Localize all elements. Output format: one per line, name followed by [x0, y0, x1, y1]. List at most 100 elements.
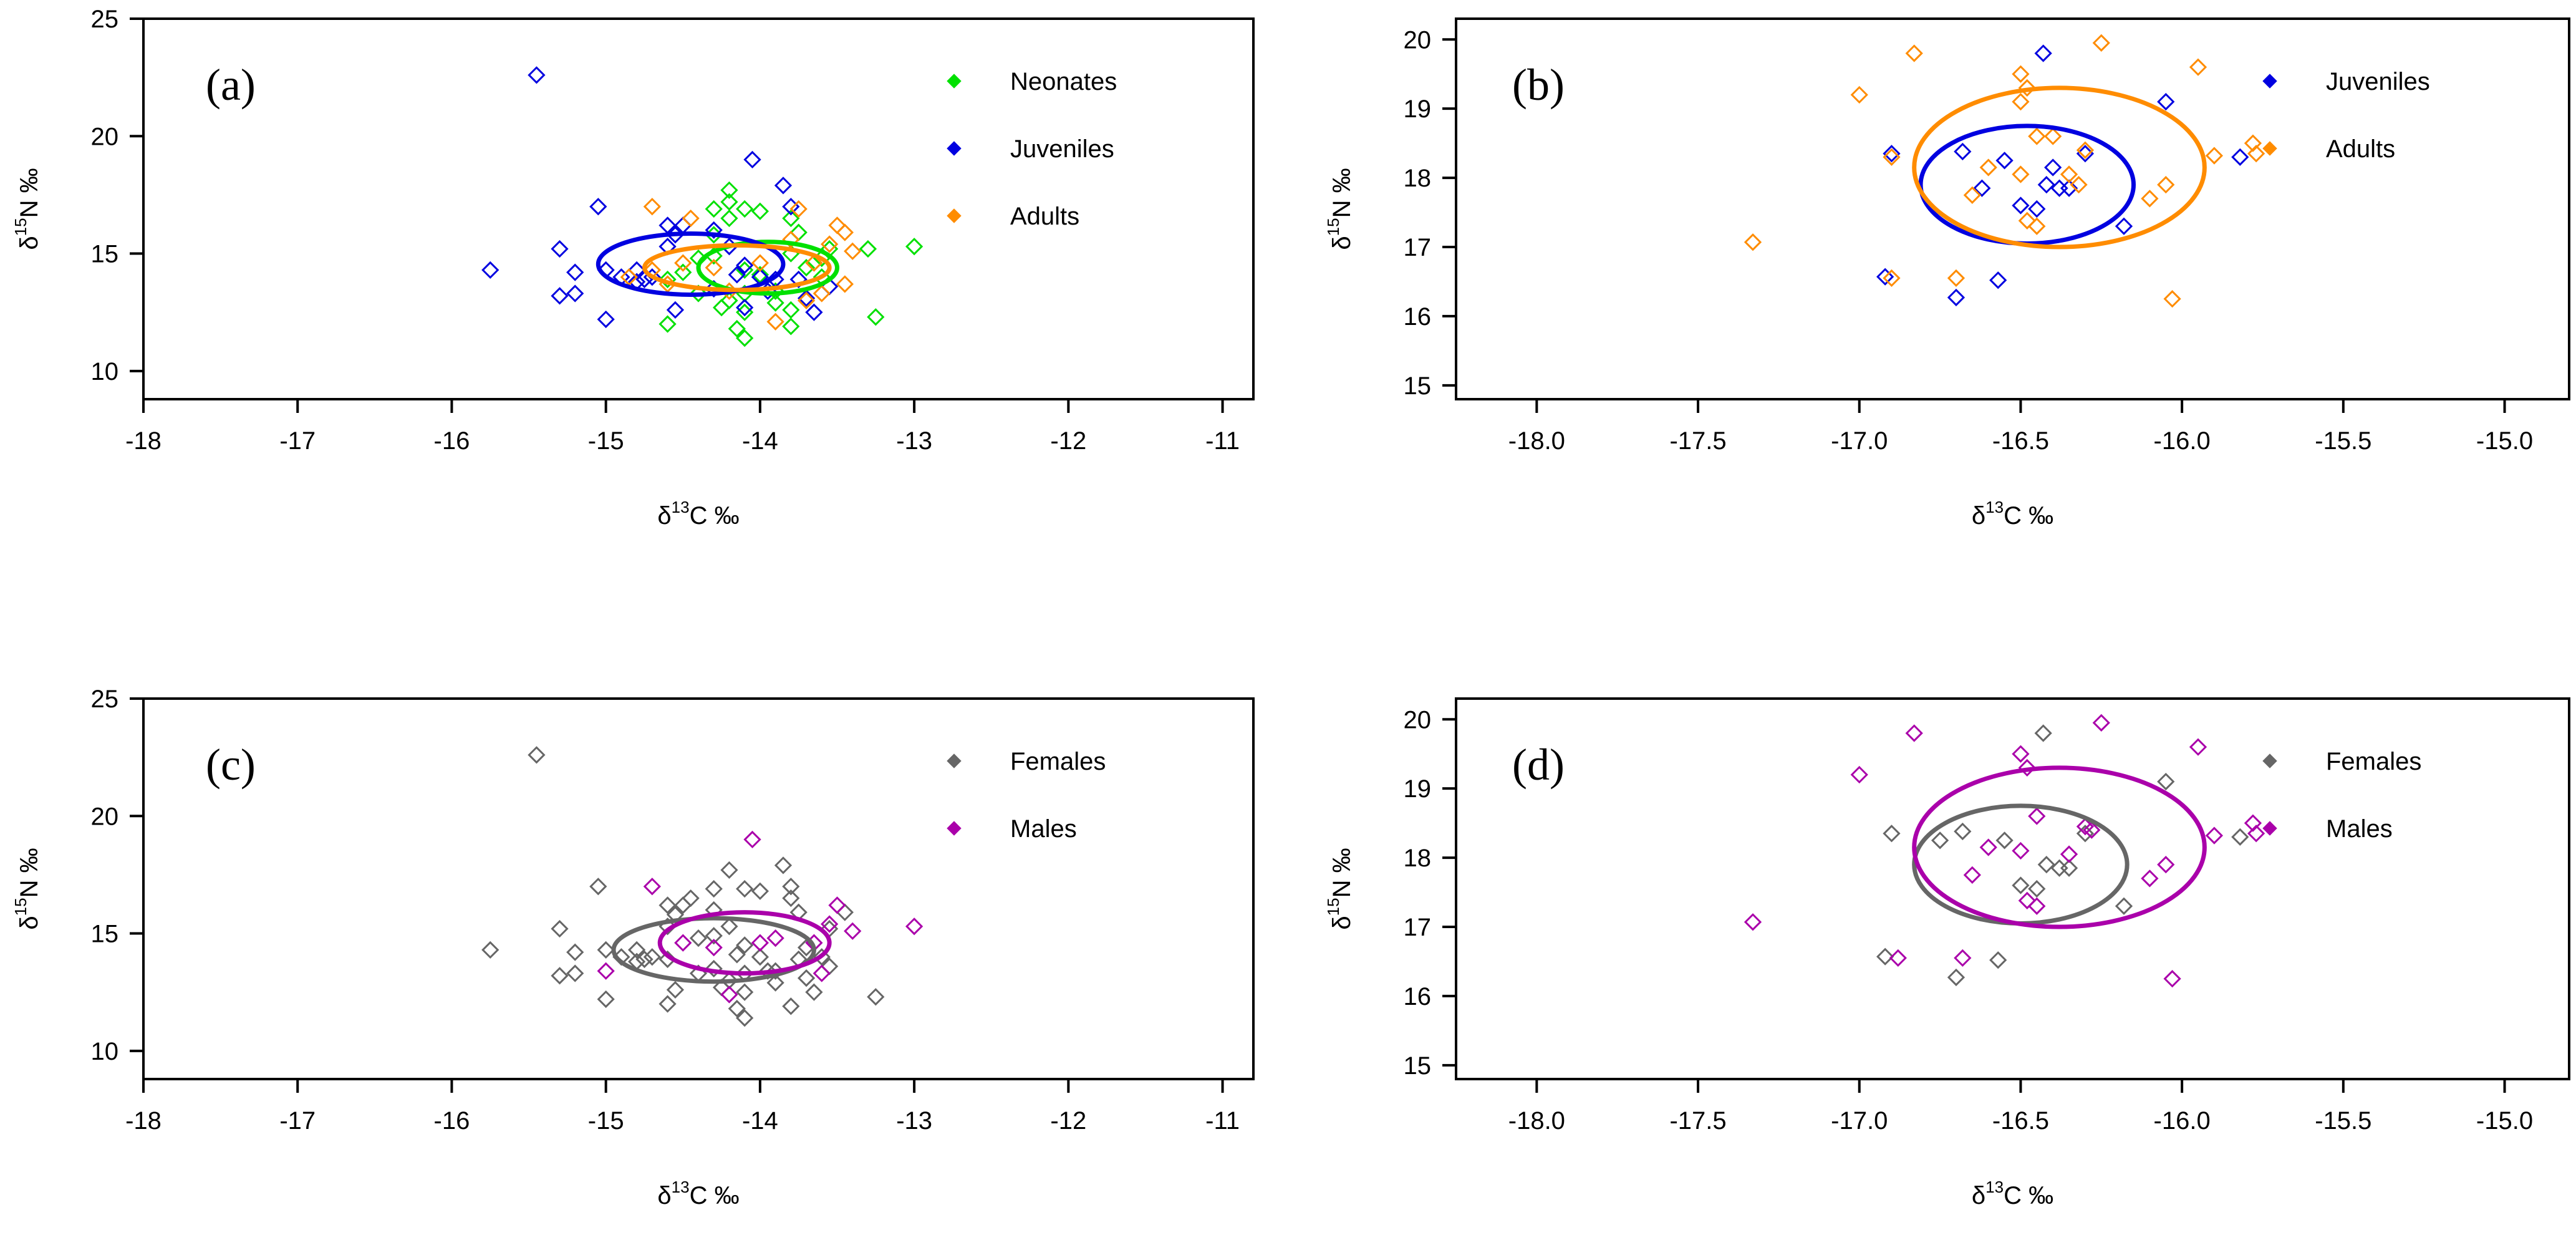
panel-c-point-males: [643, 878, 661, 896]
panel-a-point-neonates: [658, 270, 677, 289]
panel-d-point-males: [2012, 841, 2030, 860]
panel-d-letter: (d): [1512, 740, 1565, 790]
panel-b-y-tick-label: 19: [1404, 95, 1432, 123]
panel-a-point-neonates: [736, 200, 754, 218]
panel-a-point-neonates: [720, 181, 738, 199]
panel-d-point-females: [2028, 879, 2046, 898]
panel-b-point-juveniles: [2037, 176, 2055, 194]
panel-d-point-females: [1954, 822, 1972, 841]
panel-c-legend-label-males: Males: [1010, 815, 1077, 843]
panel-c-x-tick-label: -14: [742, 1107, 778, 1135]
panel-a-point-neonates: [859, 240, 877, 258]
panel-d-x-tick-label: -18.0: [1508, 1107, 1565, 1135]
panel-b-point-juveniles: [2012, 196, 2030, 215]
panel-b-point-adults: [2189, 58, 2207, 76]
panel-a-y-tick-label: 20: [91, 123, 119, 150]
panel-c-point-males: [844, 922, 862, 940]
panel-d-point-males: [2189, 738, 2207, 756]
panel-c-point-females: [782, 878, 800, 896]
panel-c-point-females: [597, 990, 615, 1009]
panel-a-point-adults: [789, 200, 808, 218]
panel-d-y-tick-label: 16: [1404, 983, 1432, 1010]
panel-a-point-juveniles: [797, 289, 816, 308]
panel-a-point-neonates: [728, 319, 746, 338]
panel-d-point-females: [1947, 968, 1966, 987]
panel-b-point-adults: [2018, 79, 2036, 97]
panel-c-x-tick-label: -17: [279, 1107, 316, 1135]
panel-b-point-juveniles: [2050, 179, 2068, 197]
panel-b-x-axis-label: δ13C ‰: [1972, 498, 2053, 530]
panel-b-point-juveniles: [2044, 158, 2062, 177]
panel-a-ellipse-neonates: [696, 240, 839, 296]
panel-a-point-adults: [836, 275, 854, 293]
panel-d-x-tick-label: -15.5: [2315, 1107, 2371, 1135]
panel-b-point-adults: [1883, 269, 1901, 288]
panel-b-point-adults: [2163, 290, 2181, 308]
panel-d-point-males: [2163, 970, 2181, 988]
panel-a-x-tick-label: -12: [1050, 427, 1086, 455]
panel-a-point-juveniles: [789, 270, 808, 289]
panel-c-point-females: [736, 983, 754, 1001]
panel-a-point-neonates: [720, 209, 738, 228]
panel-c-point-females: [813, 948, 831, 966]
panel-c-point-females: [689, 929, 708, 947]
panel-a-point-juveniles: [666, 301, 685, 319]
panel-b-ellipse-adults: [1912, 85, 2207, 249]
panel-b-y-axis-label: δ15N ‰: [1324, 168, 1356, 249]
panel-c-point-females: [658, 995, 677, 1013]
panel-d-point-males: [1889, 949, 1907, 967]
panel-c-point-males: [674, 934, 692, 952]
panel-c-point-females: [705, 879, 723, 898]
panel-b-point-juveniles: [2028, 200, 2046, 218]
panel-c-point-females: [627, 941, 646, 959]
panel-b-point-juveniles: [2034, 44, 2052, 62]
panel-a-x-tick-label: -16: [434, 427, 470, 455]
panel-d-x-tick-label: -17.5: [1669, 1107, 1726, 1135]
panel-b-point-juveniles: [1973, 179, 1991, 197]
panel-b-point-adults: [2012, 92, 2030, 111]
panel-b-point-adults: [1905, 44, 1923, 62]
panel-d-point-females: [1931, 831, 1949, 850]
panel-c-point-females: [528, 746, 546, 764]
panel-b-legend-marker-juveniles: [2262, 74, 2277, 89]
panel-d-x-tick-label: -16.0: [2154, 1107, 2211, 1135]
panel-a-y-tick-label: 10: [91, 358, 119, 385]
panel-a-point-juveniles: [551, 240, 569, 258]
panel-b-point-juveniles: [2076, 145, 2095, 163]
panel-b-x-tick-label: -18.0: [1508, 427, 1565, 455]
panel-b-x-tick-label: -17.0: [1831, 427, 1888, 455]
panel-c-point-males: [766, 929, 784, 947]
panel-b-point-adults: [2205, 147, 2223, 165]
panel-a-point-neonates: [797, 259, 816, 277]
panel-b-x-tick-label: -15.0: [2476, 427, 2533, 455]
panel-a-point-juveniles: [566, 263, 584, 281]
panel-a-point-adults: [620, 268, 638, 286]
panel-a-point-adults: [821, 235, 839, 253]
panel-b-legend-marker-adults: [2262, 141, 2277, 156]
panel-c-point-females: [797, 969, 816, 987]
panel-b-point-juveniles: [1989, 271, 2007, 289]
panel-b-point-adults: [2044, 127, 2062, 145]
panel-a-letter: (a): [206, 60, 256, 110]
panel-c-x-axis-label: δ13C ‰: [657, 1178, 739, 1209]
panel-c-point-males: [828, 896, 846, 914]
panel-a-point-neonates: [736, 329, 754, 347]
panel-d-point-males: [1905, 724, 1923, 742]
panel-c-legend-marker-males: [947, 821, 962, 836]
panel-c-point-females: [736, 936, 754, 954]
panel-c-point-females: [566, 943, 584, 961]
panel-c-x-tick-label: -18: [125, 1107, 162, 1135]
panel-c-point-females: [805, 983, 823, 1001]
panel-d-ellipse-males: [1912, 765, 2207, 929]
panel-a-point-neonates: [674, 263, 692, 281]
panel-a-legend-label-adults: Adults: [1010, 203, 1079, 230]
panel-d-chart: -18.0 -17.5 -17.0 -16.5 -16.0 -15.5 -15.0 15 16 1…: [1324, 697, 2570, 1209]
panel-d-ellipse-females: [1912, 803, 2130, 926]
panel-c-x-tick-label: -12: [1050, 1107, 1086, 1135]
panel-b-y-tick-label: 18: [1404, 165, 1432, 192]
panel-a-point-adults: [682, 209, 700, 228]
panel-a-point-juveniles: [805, 303, 823, 321]
panel-a-point-adults: [813, 284, 831, 303]
panel-a-point-neonates: [867, 308, 885, 326]
